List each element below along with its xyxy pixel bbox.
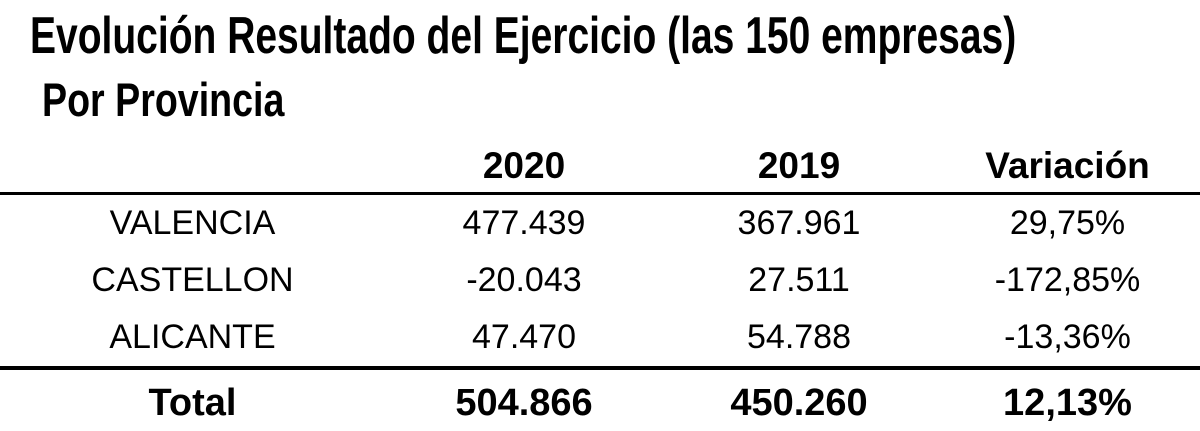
value-2020: 477.439 [462, 204, 586, 242]
results-table: 2020 2019 Variación VALENCIA 477.439 367… [0, 140, 1200, 431]
col-header-2020: 2020 [385, 140, 663, 195]
total-2020: 504.866 [385, 366, 663, 431]
value-variacion: -172,85% [994, 261, 1141, 299]
total-variacion: 12,13% [935, 366, 1200, 431]
table-row-valencia: VALENCIA 477.439 367.961 29,75% [0, 194, 1200, 253]
row-label: VALENCIA [109, 204, 276, 242]
value-2019: 27.511 [748, 261, 850, 299]
table-row-castellon: CASTELLON -20.043 27.511 -172,85% [0, 252, 1200, 309]
value-2019: 54.788 [747, 318, 851, 356]
row-label: ALICANTE [109, 318, 276, 356]
value-variacion: -13,36% [1004, 318, 1131, 356]
col-header-blank [0, 140, 385, 195]
col-header-2019: 2019 [663, 140, 935, 195]
value-2019: 367.961 [737, 204, 861, 242]
total-2019: 450.260 [663, 366, 935, 431]
value-2020: 47.470 [472, 318, 576, 356]
value-variacion: 29,75% [1009, 204, 1126, 242]
total-label: Total [0, 366, 385, 431]
row-label: CASTELLON [91, 261, 294, 299]
table-row-total: Total 504.866 450.260 12,13% [0, 366, 1200, 431]
table-row-alicante: ALICANTE 47.470 54.788 -13,36% [0, 309, 1200, 368]
col-header-variacion: Variación [935, 140, 1200, 195]
value-2020: -20.043 [466, 261, 582, 299]
page-subtitle: Por Provincia [42, 73, 285, 126]
page-title: Evolución Resultado del Ejercicio (las 1… [30, 7, 1017, 65]
header-row: 2020 2019 Variación [0, 140, 1200, 195]
